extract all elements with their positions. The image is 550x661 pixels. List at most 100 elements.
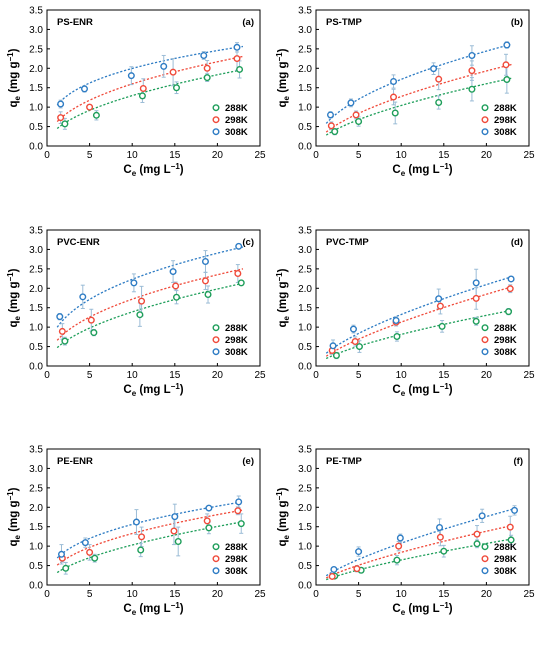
x-tick-label: 5: [87, 370, 93, 381]
y-tick-label: 0.5: [298, 561, 312, 572]
y-tick-label: 3.0: [29, 464, 43, 475]
data-point-308K: [507, 275, 515, 283]
chart-panel-f: 0 5 10 15 20 25 0.0 0.5 1.0 1.5 2.0 2.5 3.0 3.5 Ce (mg…: [275, 445, 535, 618]
data-point-298K: [234, 507, 242, 515]
y-tick-label: 2.0: [298, 284, 312, 295]
legend-label-298K: 298K: [225, 554, 248, 565]
x-tick-label: 25: [254, 370, 266, 381]
data-point-288K: [61, 120, 69, 128]
legend-label-288K: 288K: [494, 103, 517, 114]
x-tick-label: 25: [523, 150, 535, 161]
y-tick-label: 1.0: [298, 542, 312, 553]
x-tick-label: 10: [127, 370, 139, 381]
y-axis-label: qe (mg g−1): [275, 48, 291, 107]
data-point-298K: [138, 297, 146, 305]
data-point-288K: [473, 540, 481, 548]
x-tick-label: 25: [254, 150, 266, 161]
y-tick-label: 0.5: [29, 122, 43, 133]
y-axis-label: qe (mg g−1): [275, 487, 291, 546]
data-point-308K: [430, 65, 438, 73]
legend-label-288K: 288K: [225, 323, 248, 334]
x-tick-label: 5: [356, 589, 362, 600]
legend-label-288K: 288K: [225, 103, 248, 114]
y-tick-label: 2.5: [298, 483, 312, 494]
legend-label-298K: 298K: [494, 335, 517, 346]
data-point-288K: [205, 524, 213, 532]
data-point-288K: [138, 92, 146, 100]
legend-marker-298K: [212, 116, 220, 124]
plot-frame: [46, 448, 261, 586]
data-point-298K: [328, 572, 336, 580]
panel-title: PVC-ENR: [57, 237, 100, 248]
data-point-298K: [351, 338, 359, 346]
x-tick-label: 10: [396, 370, 408, 381]
data-point-308K: [79, 293, 87, 301]
x-tick-label: 0: [44, 589, 50, 600]
legend-marker-308K: [481, 567, 489, 575]
fit-curve-308K: [325, 276, 513, 354]
data-point-288K: [393, 556, 401, 564]
x-tick-label: 10: [127, 150, 139, 161]
data-point-308K: [160, 62, 168, 70]
panel-letter: (e): [242, 456, 254, 467]
data-point-288K: [331, 128, 339, 136]
chart-panel-d: 0 5 10 15 20 25 0.0 0.5 1.0 1.5 2.0 2.5 3.0 3.5 Ce (mg…: [275, 226, 535, 399]
data-point-298K: [87, 316, 95, 324]
plot-frame: [46, 229, 261, 367]
x-tick-label: 20: [212, 589, 224, 600]
x-tick-label: 20: [481, 589, 493, 600]
x-axis-label: Ce (mg L−1): [392, 162, 452, 178]
y-axis-label: qe (mg g−1): [275, 268, 291, 327]
y-tick-label: 3.5: [29, 6, 43, 17]
data-point-288K: [505, 308, 513, 316]
y-tick-label: 2.0: [29, 64, 43, 75]
data-point-298K: [201, 277, 209, 285]
y-tick-label: 3.0: [29, 25, 43, 36]
y-tick-label: 1.0: [298, 323, 312, 334]
panel-letter: (c): [242, 237, 254, 248]
data-point-308K: [511, 506, 519, 514]
x-axis-label: Ce (mg L−1): [123, 162, 183, 178]
legend-label-308K: 308K: [225, 347, 248, 358]
data-point-308K: [169, 268, 177, 276]
y-tick-label: 3.0: [298, 245, 312, 256]
data-point-298K: [203, 64, 211, 72]
y-tick-label: 1.5: [298, 522, 312, 533]
y-tick-label: 2.5: [298, 44, 312, 55]
x-tick-label: 0: [313, 589, 319, 600]
legend-marker-288K: [481, 104, 489, 112]
data-point-298K: [390, 93, 398, 101]
x-tick-label: 15: [438, 589, 450, 600]
fit-curve-298K: [56, 509, 244, 566]
fit-curve-298K: [56, 55, 244, 123]
legend-marker-288K: [212, 543, 220, 551]
x-tick-label: 5: [356, 150, 362, 161]
y-tick-label: 2.5: [29, 483, 43, 494]
data-point-298K: [169, 68, 177, 76]
data-point-288K: [173, 84, 181, 92]
data-point-298K: [86, 103, 94, 111]
data-point-288K: [440, 547, 448, 555]
x-tick-label: 25: [254, 589, 266, 600]
x-tick-label: 5: [87, 589, 93, 600]
y-tick-label: 1.0: [29, 542, 43, 553]
fit-curve-288K: [56, 68, 244, 130]
x-tick-label: 20: [481, 150, 493, 161]
data-point-308K: [235, 498, 243, 506]
data-point-288K: [91, 554, 99, 562]
y-tick-label: 2.0: [298, 503, 312, 514]
data-point-308K: [468, 51, 476, 59]
data-point-298K: [170, 527, 178, 535]
legend-label-308K: 308K: [225, 566, 248, 577]
y-tick-label: 2.0: [298, 64, 312, 75]
legend-marker-288K: [481, 543, 489, 551]
y-tick-label: 3.5: [298, 6, 312, 17]
data-point-308K: [233, 43, 241, 51]
x-tick-label: 5: [87, 150, 93, 161]
x-tick-label: 10: [127, 589, 139, 600]
y-axis-label: qe (mg g−1): [6, 48, 22, 107]
y-tick-label: 0.5: [298, 342, 312, 353]
data-point-298K: [327, 122, 335, 130]
